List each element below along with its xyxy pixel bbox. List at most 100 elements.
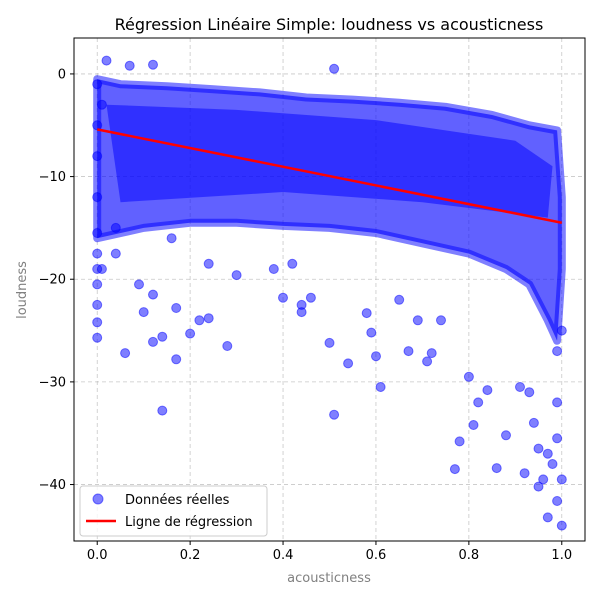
data-point bbox=[552, 346, 563, 357]
data-point bbox=[203, 313, 214, 324]
data-point bbox=[231, 270, 242, 281]
data-point bbox=[92, 279, 103, 290]
data-point bbox=[124, 60, 135, 71]
plot-frame bbox=[73, 37, 586, 542]
data-point bbox=[96, 264, 107, 274]
data-point bbox=[194, 315, 205, 326]
data-point bbox=[92, 332, 103, 343]
y-tick-label: −10 bbox=[39, 170, 66, 185]
data-point bbox=[157, 331, 168, 342]
data-point bbox=[92, 228, 103, 238]
data-point bbox=[222, 341, 233, 351]
data-point bbox=[96, 99, 107, 110]
data-point bbox=[92, 192, 103, 203]
chart-title: Régression Linéaire Simple: loudness vs … bbox=[115, 15, 544, 34]
dense-point-core bbox=[106, 104, 553, 218]
data-point bbox=[426, 348, 437, 359]
data-point bbox=[157, 405, 168, 416]
x-axis-label: acousticness bbox=[287, 571, 371, 586]
data-point bbox=[305, 292, 316, 303]
data-point bbox=[329, 409, 340, 420]
legend-marker-scatter bbox=[92, 493, 104, 505]
data-point bbox=[110, 248, 121, 259]
data-point bbox=[533, 481, 544, 492]
data-point bbox=[552, 397, 563, 408]
data-point bbox=[403, 346, 414, 357]
data-point bbox=[552, 496, 563, 506]
data-point bbox=[528, 417, 539, 428]
data-point bbox=[436, 315, 446, 326]
data-point bbox=[92, 317, 103, 328]
data-point bbox=[468, 420, 479, 430]
data-point bbox=[138, 307, 149, 318]
data-point bbox=[268, 264, 279, 274]
data-point bbox=[278, 292, 288, 303]
data-point bbox=[134, 279, 144, 290]
data-point bbox=[324, 337, 335, 348]
data-point bbox=[185, 328, 196, 339]
data-point bbox=[287, 258, 298, 269]
data-point bbox=[394, 294, 405, 305]
y-tick-label: −20 bbox=[39, 273, 66, 288]
data-point bbox=[412, 315, 423, 326]
data-point bbox=[148, 59, 158, 70]
data-point bbox=[92, 248, 103, 259]
data-point bbox=[148, 336, 158, 347]
regression-line bbox=[96, 128, 563, 225]
data-point bbox=[552, 433, 563, 444]
data-point bbox=[329, 63, 340, 74]
data-point bbox=[547, 459, 558, 469]
data-points bbox=[92, 55, 567, 531]
data-point bbox=[542, 512, 553, 523]
regression-line-layer bbox=[96, 128, 563, 225]
data-point bbox=[148, 289, 158, 300]
x-tick-label: 0.8 bbox=[459, 548, 480, 563]
y-tick-label: −30 bbox=[39, 375, 66, 390]
legend-label-scatter: Données réelles bbox=[125, 493, 230, 508]
legend-box bbox=[79, 485, 268, 537]
x-tick-label: 0.6 bbox=[366, 548, 387, 563]
data-point bbox=[463, 371, 474, 382]
data-point bbox=[92, 120, 103, 131]
data-point bbox=[375, 382, 386, 392]
data-point bbox=[538, 474, 549, 485]
data-point bbox=[120, 348, 131, 359]
data-point bbox=[519, 468, 530, 479]
data-point bbox=[542, 448, 553, 459]
data-point bbox=[92, 299, 103, 310]
data-point bbox=[110, 222, 121, 233]
data-point bbox=[473, 397, 484, 408]
data-point bbox=[556, 325, 567, 336]
data-point bbox=[556, 520, 567, 531]
data-point bbox=[422, 356, 433, 367]
data-point bbox=[92, 151, 103, 162]
data-point bbox=[556, 474, 567, 485]
x-tick-label: 1.0 bbox=[551, 548, 572, 563]
data-point bbox=[491, 463, 502, 474]
data-point bbox=[371, 351, 381, 362]
data-point bbox=[296, 307, 307, 318]
x-tick-label: 0.4 bbox=[273, 548, 294, 563]
data-point bbox=[366, 327, 377, 338]
y-tick-label: −40 bbox=[39, 478, 66, 493]
data-point bbox=[171, 303, 182, 313]
data-point bbox=[203, 258, 214, 269]
axis-ticks: 0.0 0.2 0.4 0.6 0.8 1.0 0 −10 −20 −30 −40 bbox=[39, 67, 573, 563]
data-point bbox=[92, 79, 103, 90]
data-point bbox=[501, 430, 511, 441]
data-cloud bbox=[93, 75, 566, 345]
x-tick-label: 0.2 bbox=[180, 548, 201, 563]
data-point bbox=[533, 443, 544, 454]
data-point bbox=[454, 436, 465, 447]
data-point bbox=[361, 308, 372, 319]
legend-label-line: Ligne de régression bbox=[125, 515, 253, 530]
data-point bbox=[101, 55, 112, 66]
data-point bbox=[343, 358, 354, 369]
data-point bbox=[166, 233, 177, 244]
data-point bbox=[171, 354, 182, 365]
data-point bbox=[482, 385, 493, 396]
y-axis-label: loudness bbox=[15, 261, 30, 319]
x-tick-label: 0.0 bbox=[87, 548, 108, 563]
data-point bbox=[524, 387, 535, 398]
